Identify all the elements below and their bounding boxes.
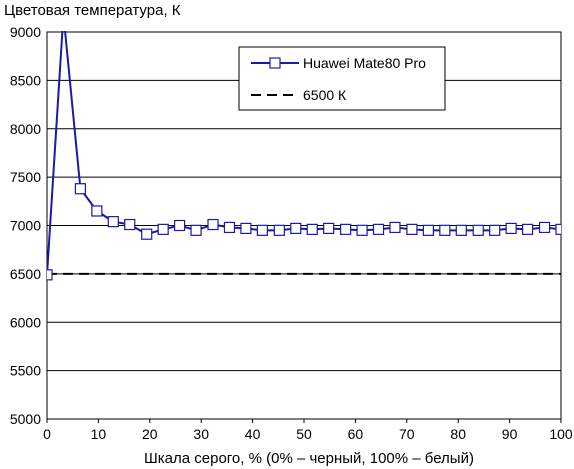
data-point-huawei xyxy=(207,218,219,231)
x-tick-label: 60 xyxy=(348,426,364,442)
y-tick-labels: 5000 5500 6000 6500 7000 7500 8000 8500 9000 xyxy=(10,24,41,427)
x-tick-label: 100 xyxy=(549,426,573,442)
series-layer xyxy=(47,31,561,281)
y-tick-label: 8500 xyxy=(10,72,41,88)
data-point-huawei xyxy=(157,223,169,235)
legend-label-huawei: Huawei Mate80 Pro xyxy=(303,55,426,71)
legend-label-6500k: 6500 К xyxy=(303,87,347,103)
x-tick-label: 0 xyxy=(43,426,51,442)
data-point-huawei xyxy=(489,224,501,236)
x-axis-title: Шкала серого, % (0% – черный, 100% – бел… xyxy=(144,450,474,467)
data-point-huawei xyxy=(290,222,302,235)
x-tick-label: 90 xyxy=(502,426,518,442)
legend-marker-huawei xyxy=(269,57,281,69)
data-point-huawei xyxy=(124,218,136,231)
data-point-huawei xyxy=(538,221,551,234)
data-point-huawei xyxy=(273,224,285,236)
x-tick-label: 10 xyxy=(91,426,107,442)
y-tick-label: 5000 xyxy=(10,411,41,427)
data-point-huawei xyxy=(323,222,335,235)
data-point-huawei xyxy=(505,222,517,235)
data-point-huawei xyxy=(190,224,202,236)
data-point-huawei xyxy=(340,223,352,235)
x-tick-label: 20 xyxy=(142,426,158,442)
data-point-huawei xyxy=(91,205,103,217)
series-group xyxy=(47,31,561,281)
y-tick-label: 6500 xyxy=(10,266,41,282)
data-point-huawei xyxy=(240,222,252,235)
y-axis-title: Цветовая температура, К xyxy=(4,2,181,19)
data-point-huawei xyxy=(256,224,268,236)
data-point-huawei xyxy=(422,224,434,236)
data-point-huawei xyxy=(107,216,119,228)
data-point-huawei xyxy=(306,223,318,235)
data-point-huawei xyxy=(174,219,186,232)
data-point-huawei xyxy=(555,223,561,235)
data-point-huawei xyxy=(521,223,534,235)
x-tick-labels: 0 10 20 30 40 50 60 70 80 90 100 xyxy=(43,419,573,442)
legend: Huawei Mate80 Pro 6500 К xyxy=(238,46,446,111)
y-tick-label: 8000 xyxy=(10,121,41,137)
data-point-huawei xyxy=(439,224,451,236)
x-tick-label: 70 xyxy=(399,426,415,442)
y-tick-label: 7500 xyxy=(10,169,41,185)
y-tick-label: 9000 xyxy=(10,24,41,40)
data-point-huawei xyxy=(47,269,53,281)
data-point-huawei xyxy=(455,224,467,236)
y-tick-label: 7000 xyxy=(10,218,41,234)
x-tick-label: 50 xyxy=(296,426,312,442)
x-tick-label: 30 xyxy=(193,426,209,442)
data-point-huawei xyxy=(372,223,385,235)
data-point-huawei xyxy=(223,221,236,234)
data-point-huawei xyxy=(74,183,87,195)
x-tick-label: 40 xyxy=(245,426,261,442)
data-point-huawei xyxy=(141,228,153,240)
data-point-huawei xyxy=(356,224,368,236)
data-point-huawei xyxy=(472,224,484,236)
y-tick-label: 5500 xyxy=(10,363,41,379)
data-point-huawei xyxy=(389,221,401,234)
y-tick-label: 6000 xyxy=(10,314,41,330)
x-tick-label: 80 xyxy=(450,426,466,442)
data-point-huawei xyxy=(406,223,418,235)
